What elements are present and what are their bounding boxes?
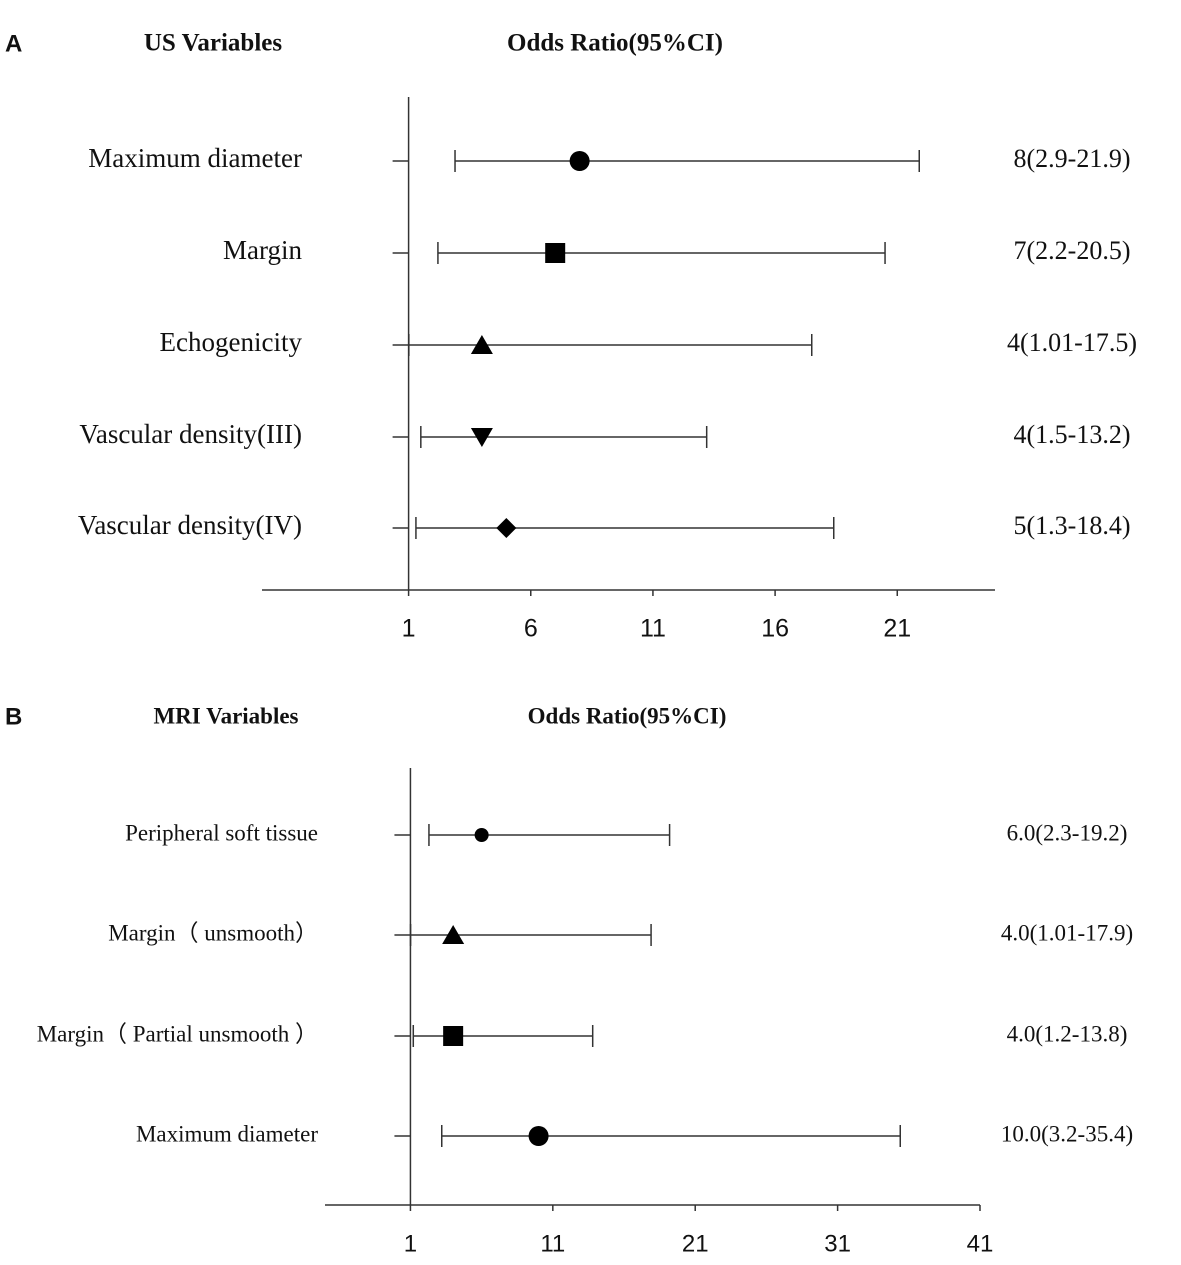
point (528, 1126, 549, 1146)
category-label: Maximum diameter (136, 1121, 318, 1146)
category-label: Echogenicity (160, 327, 303, 357)
value-label: 6.0(2.3-19.2) (1007, 820, 1128, 845)
category-header: MRI Variables (153, 703, 298, 728)
value-label: 10.0(3.2-35.4) (1001, 1121, 1133, 1146)
x-tick-label: 21 (682, 1230, 709, 1257)
category-label: Margin (223, 235, 302, 265)
value-label: 4(1.01-17.5) (1007, 328, 1137, 357)
point (474, 828, 489, 842)
x-tick-label: 11 (540, 1230, 565, 1257)
x-tick-label: 1 (404, 1230, 417, 1257)
point (545, 243, 566, 263)
category-label: Margin（ Partial unsmooth ） (37, 1021, 318, 1046)
x-tick-label: 1 (402, 615, 416, 643)
value-label: 5(1.3-18.4) (1014, 511, 1131, 540)
value-label: 8(2.9-21.9) (1014, 144, 1131, 173)
point (470, 335, 493, 354)
panel-label: B (5, 703, 22, 730)
x-tick-label: 16 (761, 615, 789, 643)
category-label: Vascular density(III) (79, 419, 302, 449)
panel-label: A (5, 30, 22, 57)
point (569, 151, 590, 171)
value-label: 4.0(1.2-13.8) (1007, 1021, 1128, 1046)
point (443, 1026, 464, 1046)
value-header: Odds Ratio(95%CI) (528, 703, 727, 728)
x-tick-label: 11 (640, 615, 666, 643)
category-label: Peripheral soft tissue (125, 820, 318, 845)
value-label: 7(2.2-20.5) (1014, 236, 1131, 265)
category-label: Maximum diameter (88, 143, 302, 173)
point (442, 925, 465, 944)
x-tick-label: 6 (524, 615, 538, 643)
point (470, 428, 493, 447)
x-tick-label: 31 (824, 1230, 851, 1257)
value-header: Odds Ratio(95%CI) (507, 30, 723, 57)
category-label: Margin（ unsmooth） (108, 920, 318, 945)
x-tick-label: 21 (883, 615, 911, 643)
category-label: Vascular density(IV) (78, 510, 302, 540)
value-label: 4(1.5-13.2) (1014, 420, 1131, 449)
x-tick-label: 41 (967, 1230, 994, 1257)
point (496, 518, 517, 538)
value-label: 4.0(1.01-17.9) (1001, 920, 1133, 945)
category-header: US Variables (144, 30, 283, 57)
